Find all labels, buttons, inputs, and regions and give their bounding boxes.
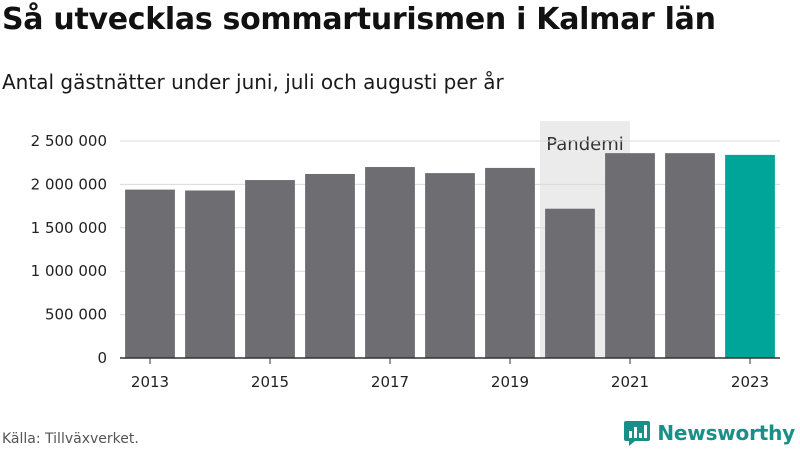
bar-2017	[365, 167, 415, 358]
y-tick-label: 1 500 000	[31, 219, 107, 237]
bar-2013	[125, 189, 175, 358]
pandemic-label: Pandemi	[546, 134, 624, 155]
bar-2020	[545, 208, 595, 358]
x-tick-label: 2015	[251, 373, 289, 391]
x-tick-label: 2017	[371, 373, 409, 391]
brand-logo: Newsworthy	[623, 419, 795, 447]
bar-2021	[605, 153, 655, 358]
bar-2023	[725, 154, 775, 358]
newsworthy-logo-icon	[624, 421, 651, 446]
bar-2019	[485, 167, 535, 358]
x-tick-label: 2019	[491, 373, 529, 391]
bar-2022	[665, 153, 715, 358]
x-tick-label: 2021	[611, 373, 649, 391]
y-tick-label: 2 000 000	[31, 175, 107, 193]
bar-2014	[185, 190, 235, 358]
x-tick-label: 2013	[131, 373, 169, 391]
bar-chart: Pandemi 0 500 000 1 000 000 1 500 000 2 000 …	[31, 121, 780, 391]
x-tick-label: 2023	[731, 373, 769, 391]
y-tick-label: 1 000 000	[31, 262, 107, 280]
y-tick-label: 2 500 000	[31, 132, 107, 150]
bar-2016	[305, 173, 355, 358]
y-tick-label: 500 000	[45, 306, 107, 324]
y-tick-label: 0	[97, 349, 107, 367]
chart-subtitle: Antal gästnätter under juni, juli och au…	[2, 70, 504, 94]
chart-title: Så utvecklas sommarturismen i Kalmar län	[2, 2, 716, 37]
brand-name: Newsworthy	[657, 421, 795, 445]
source-note: Källa: Tillväxverket.	[2, 431, 139, 447]
bar-2015	[245, 180, 295, 358]
bar-2018	[425, 173, 475, 358]
